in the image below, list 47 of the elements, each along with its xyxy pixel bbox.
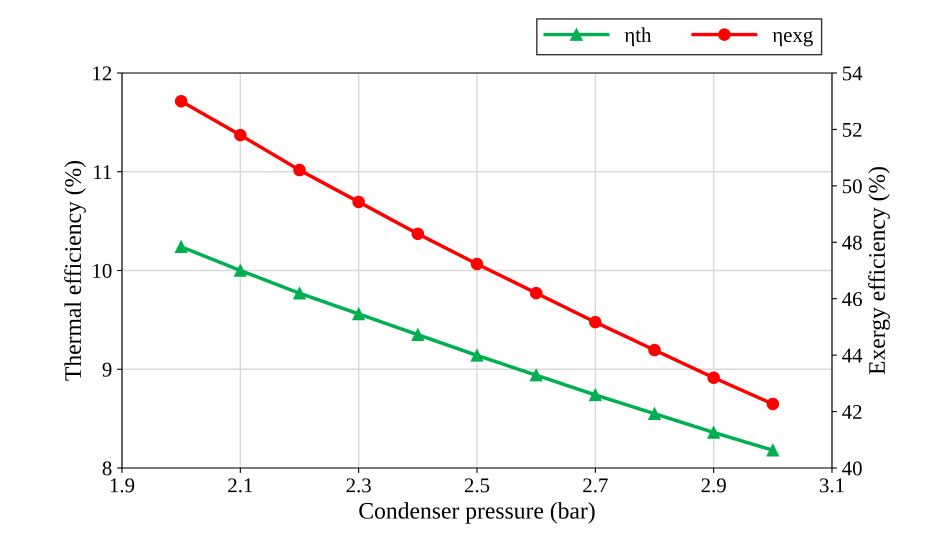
point [174, 240, 188, 254]
y2-tick-label: 40 [842, 461, 862, 476]
y-tick-label: 12 [93, 66, 112, 80]
point [470, 258, 484, 270]
point [766, 444, 780, 456]
point [412, 228, 424, 240]
x-tick-label: 2.1 [228, 478, 252, 492]
y2-tick-label: 42 [842, 405, 862, 419]
point [530, 286, 542, 300]
x-tick-label: 2.3 [346, 478, 371, 492]
point [293, 286, 306, 300]
point [707, 371, 720, 384]
y-tick-label: 9 [102, 362, 112, 377]
y2-tick-label: 52 [842, 122, 862, 137]
point [589, 388, 602, 402]
point [352, 308, 365, 320]
point [293, 164, 306, 176]
y2-axis-title: Exergy efficiency (%) [868, 167, 890, 374]
point [530, 368, 542, 382]
x-tick-label: 2.9 [702, 478, 726, 492]
y-tick-label: 8 [102, 461, 112, 476]
y2-tick-label: 48 [842, 236, 862, 250]
point [648, 344, 661, 356]
x-tick-label: 3.1 [820, 478, 844, 492]
x-tick-label: 2.5 [464, 478, 490, 492]
point [234, 264, 247, 277]
x-tick-label: 1.9 [110, 478, 134, 492]
point [707, 426, 720, 439]
y2-tick-label: 46 [842, 292, 862, 306]
point [412, 328, 424, 341]
point [174, 94, 188, 108]
point [766, 398, 780, 410]
y2-tick-label: 44 [842, 348, 862, 362]
y2-tick-label: 54 [842, 66, 862, 80]
point [234, 128, 247, 142]
y-axis-title: Thermal efficiency (%) [64, 160, 86, 381]
point [352, 196, 365, 208]
point [589, 316, 602, 328]
y-tick-label: 11 [94, 165, 112, 179]
y2-tick-label: 50 [842, 179, 862, 194]
x-tick-label: 2.7 [583, 478, 608, 492]
point [470, 349, 484, 362]
x-axis-title: Condenser pressure (bar) [359, 502, 595, 524]
legend-label: ηth [624, 27, 652, 46]
point [648, 407, 661, 420]
y-tick-label: 10 [93, 264, 112, 278]
legend-label: ηexg [772, 31, 813, 46]
